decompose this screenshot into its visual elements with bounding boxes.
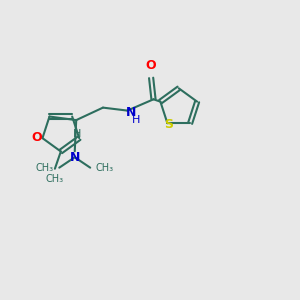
Text: S: S — [164, 118, 173, 131]
Text: CH₃: CH₃ — [46, 174, 64, 184]
Text: CH₃: CH₃ — [95, 163, 114, 173]
Text: H: H — [131, 115, 140, 125]
Text: H: H — [73, 129, 81, 139]
Text: N: N — [70, 151, 80, 164]
Text: O: O — [32, 131, 42, 144]
Text: O: O — [146, 59, 156, 72]
Text: CH₃: CH₃ — [36, 163, 54, 173]
Text: N: N — [126, 106, 136, 118]
